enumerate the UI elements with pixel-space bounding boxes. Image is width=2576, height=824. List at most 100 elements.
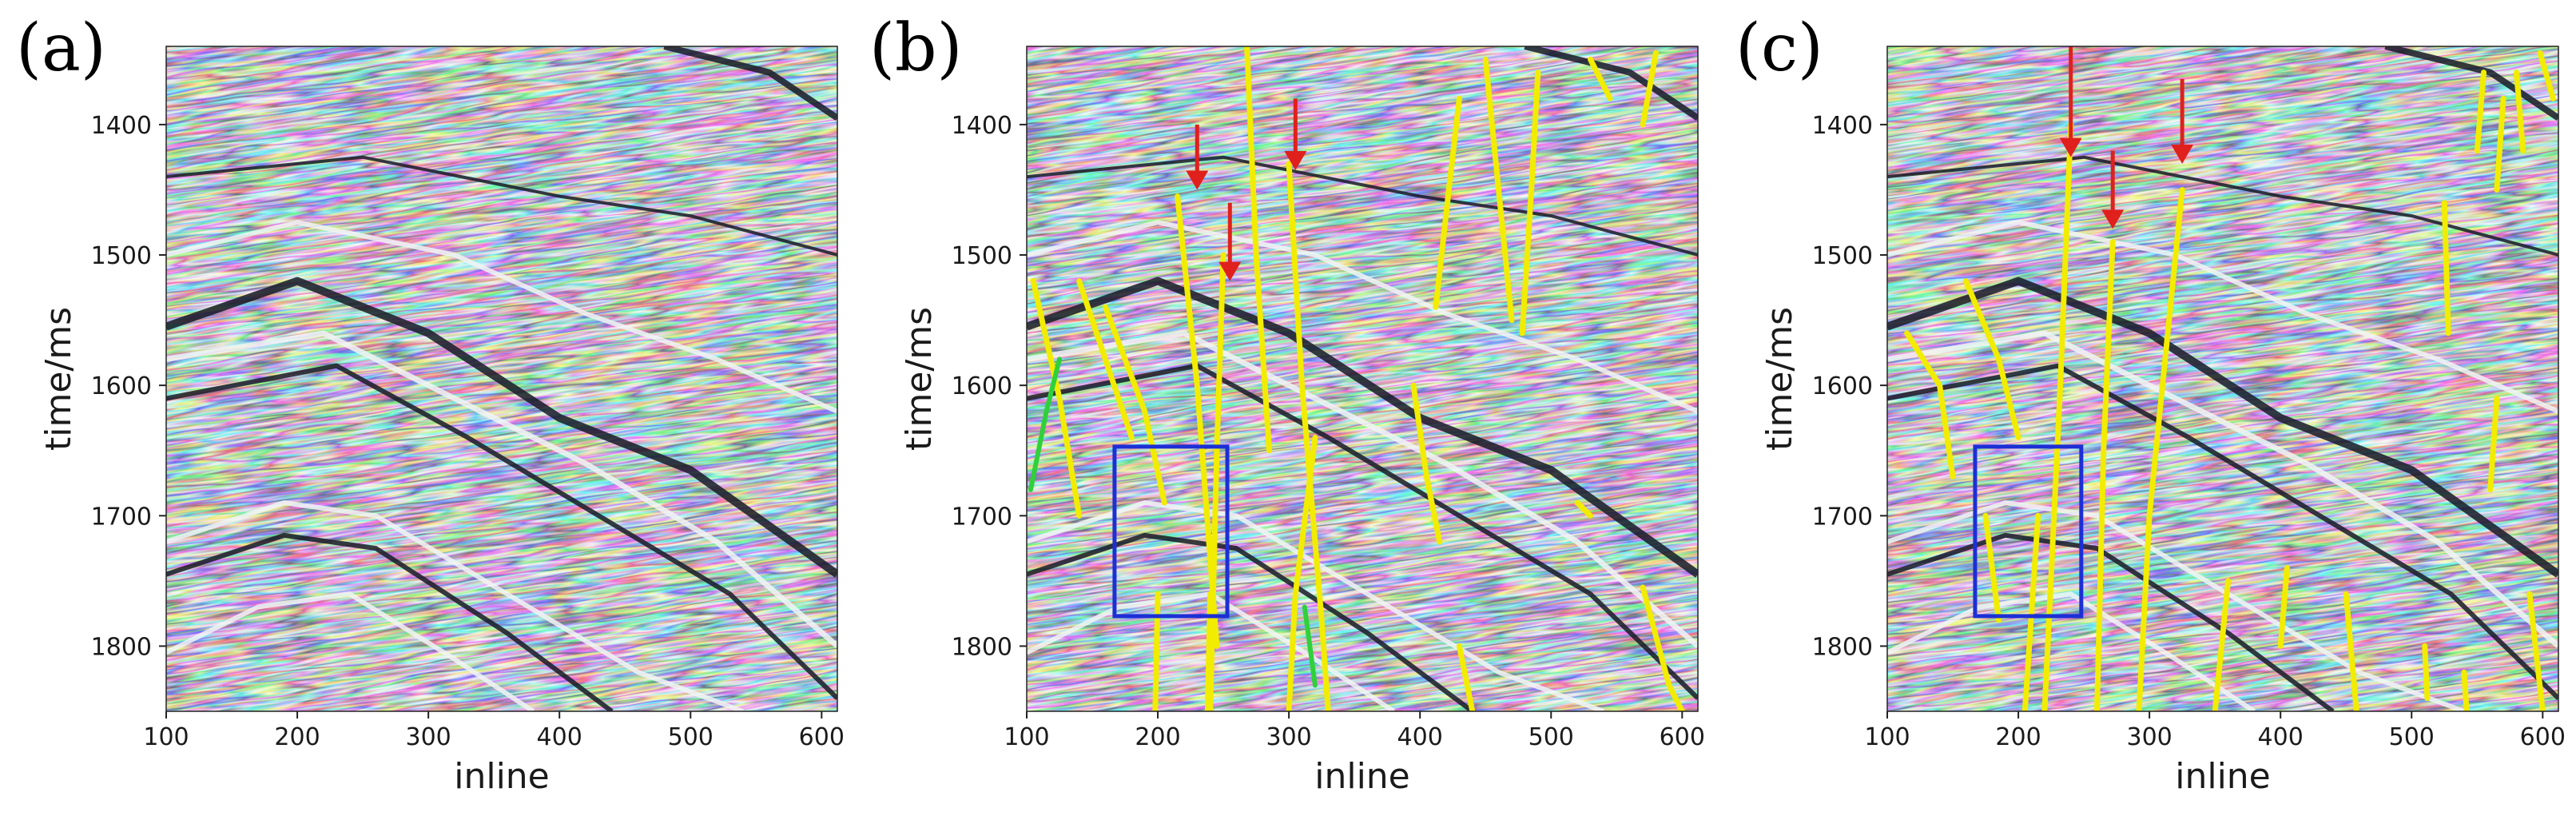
reflector [166, 363, 837, 700]
fault-line [1588, 56, 1613, 102]
x-tick-label: 600 [1660, 723, 1705, 751]
fault-line [2441, 200, 2451, 336]
x-tick-label: 300 [405, 723, 451, 751]
fault-line [1574, 500, 1593, 519]
y-tick-label: 1500 [1812, 242, 1873, 270]
fault-line [1175, 193, 1220, 649]
fault-line [2094, 239, 2116, 711]
y-axis-label: time/ms [38, 307, 79, 451]
fault-line [1482, 56, 1515, 324]
red-arrow [2171, 78, 2194, 164]
reflector [166, 500, 744, 711]
reflector [166, 277, 837, 578]
x-tick-label: 500 [1529, 723, 1574, 751]
x-tick-label: 500 [668, 723, 714, 751]
reflector [1887, 277, 2558, 578]
seismic-section [166, 46, 837, 711]
fault-line [1204, 591, 1214, 711]
red-arrow [2059, 46, 2082, 157]
fault-line [1152, 591, 1161, 711]
reflector [1027, 363, 1698, 700]
fault-line [2461, 669, 2470, 711]
seismic-section [1027, 46, 1698, 711]
reflector [1027, 330, 1698, 649]
reflector [166, 591, 535, 711]
panel-letter: (c) [1735, 10, 1823, 86]
green-mark [1028, 356, 1062, 492]
seismic-section [1887, 46, 2558, 711]
fault-line [2526, 591, 2546, 711]
fault-line [1519, 70, 1541, 336]
fault-line [1207, 252, 1226, 711]
reflector [1887, 363, 2558, 700]
plot-frame [1886, 46, 2559, 712]
highlight-box [1973, 444, 2084, 619]
reflector [1887, 155, 2558, 257]
fault-line [2343, 591, 2359, 711]
fault-line [2494, 95, 2506, 193]
fault-line [2041, 121, 2074, 711]
fault-line [1286, 434, 1318, 711]
reflector [166, 330, 837, 649]
panel-2: (b) 100 200 300 400 500 600 1400 1500 1600 1700 180… [869, 10, 1705, 797]
reflector [1887, 500, 2465, 711]
y-tick-label: 1600 [952, 372, 1012, 400]
fault-line [2487, 396, 2500, 493]
x-tick-label: 200 [274, 723, 320, 751]
reflector [166, 220, 837, 414]
reflector [1887, 220, 2558, 414]
y-tick-label: 1600 [91, 372, 152, 400]
fault-line [1640, 584, 1685, 711]
x-tick-label: 300 [1266, 723, 1311, 751]
fault-line [1030, 278, 1083, 519]
y-tick-label: 1700 [1812, 503, 1873, 531]
plot-frame [1026, 46, 1699, 712]
fault-line [2212, 578, 2232, 711]
y-axis-label: time/ms [1759, 307, 1800, 451]
panel-letter: (b) [869, 10, 962, 86]
reflector [1887, 330, 2558, 649]
x-tick-label: 400 [537, 723, 582, 751]
fault-line [2514, 70, 2526, 153]
fault-line [2277, 565, 2290, 649]
x-axis-label: inline [454, 756, 550, 797]
y-tick-label: 1400 [952, 112, 1012, 140]
y-tick-label: 1800 [1812, 633, 1873, 661]
reflector [1027, 155, 1698, 257]
panel-letter: (a) [16, 10, 106, 86]
green-mark [1302, 604, 1318, 688]
reflector [1524, 46, 1698, 121]
fault-line [1640, 50, 1659, 128]
y-tick-label: 1700 [952, 503, 1012, 531]
fault-line [1102, 304, 1167, 506]
reflector [166, 532, 614, 711]
reflector [1887, 532, 2335, 711]
panel-1: (a) 100 200 300 400 500 600 1400 1500 1600 1700 180… [16, 10, 845, 797]
reflector [663, 46, 837, 121]
highlight-box [1112, 444, 1230, 619]
y-tick-label: 1500 [952, 242, 1012, 270]
fault-line [1962, 278, 2021, 440]
fault-line [2021, 512, 2041, 711]
y-tick-label: 1400 [1812, 112, 1873, 140]
reflector [166, 155, 837, 257]
fault-line [1433, 95, 1462, 310]
fault-line [1410, 382, 1443, 545]
x-axis-label: inline [2175, 756, 2271, 797]
fault-line [1982, 512, 2002, 623]
x-tick-label: 100 [1004, 723, 1049, 751]
x-tick-label: 200 [1135, 723, 1180, 751]
x-axis-label: inline [1314, 756, 1410, 797]
x-tick-label: 300 [2126, 723, 2172, 751]
x-tick-label: 100 [1864, 723, 1910, 751]
y-tick-label: 1500 [91, 242, 152, 270]
red-arrow [1284, 98, 1307, 170]
fault-line [1076, 278, 1135, 440]
x-tick-label: 400 [1397, 723, 1443, 751]
reflector [1027, 277, 1698, 578]
fault-line [2537, 50, 2556, 102]
reflector [1027, 532, 1474, 711]
x-tick-label: 100 [143, 723, 189, 751]
y-tick-label: 1800 [952, 633, 1012, 661]
